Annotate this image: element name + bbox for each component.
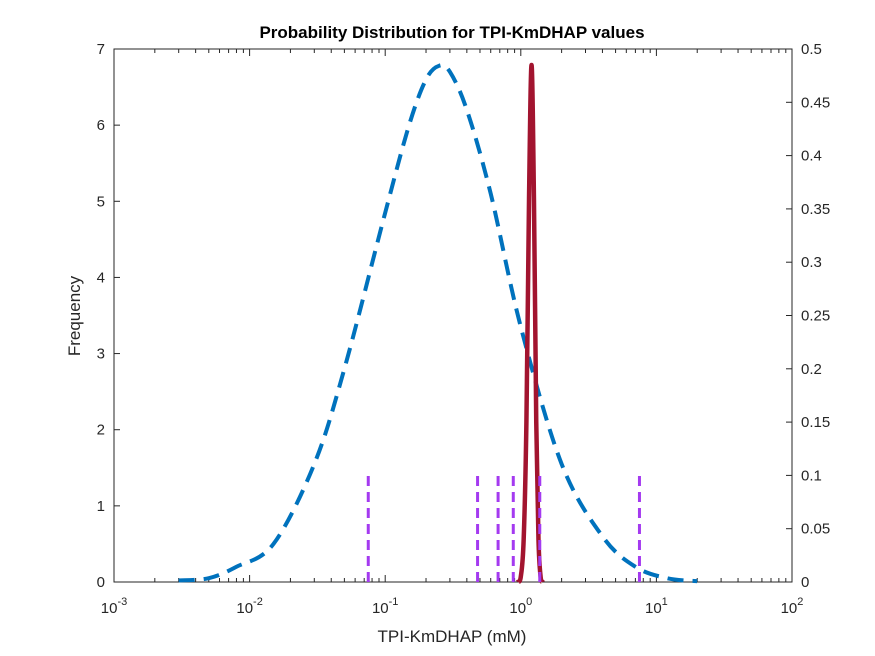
x-tick-exponent: -3	[117, 596, 127, 608]
x-tick-label: 10-3	[101, 596, 127, 617]
x-tick-exponent: -2	[253, 596, 263, 608]
right-y-tick-label: 0.5	[801, 41, 822, 58]
right-y-tick-label: 0.4	[801, 148, 822, 165]
frequency-distribution-curve	[178, 63, 698, 584]
right-y-tick-label: 0.15	[801, 414, 830, 431]
x-axis-label: TPI-KmDHAP (mM)	[378, 627, 527, 646]
x-tick-exponent: -1	[389, 596, 399, 608]
right-y-tick-label: 0.35	[801, 201, 830, 218]
x-tick-label: 102	[781, 596, 804, 617]
right-y-tick-label: 0.3	[801, 254, 822, 271]
right-y-tick-label: 0	[801, 574, 809, 591]
left-y-tick-label: 5	[97, 193, 105, 210]
left-y-tick-label: 4	[97, 269, 105, 286]
left-y-tick-label: 6	[97, 117, 105, 134]
x-tick-base: 10	[509, 600, 526, 617]
x-tick-exponent: 1	[662, 596, 668, 608]
plot-area	[113, 48, 793, 583]
left-y-tick-label: 2	[97, 422, 105, 439]
x-tick-exponent: 2	[797, 596, 803, 608]
x-tick-label: 10-2	[236, 596, 262, 617]
right-y-tick-label: 0.2	[801, 361, 822, 378]
x-tick-label: 101	[645, 596, 668, 617]
x-tick-exponent: 0	[526, 596, 532, 608]
left-y-tick-label: 0	[97, 574, 105, 591]
series-layer	[178, 62, 698, 585]
x-tick-label: 10-1	[372, 596, 398, 617]
right-y-tick-label: 0.45	[801, 94, 830, 111]
x-tick-base: 10	[645, 600, 662, 617]
y-axis-label: Frequency	[65, 275, 84, 356]
right-y-tick-label: 0.1	[801, 467, 822, 484]
chart-title: Probability Distribution for TPI-KmDHAP …	[259, 23, 644, 42]
x-tick-base: 10	[236, 600, 253, 617]
right-y-tick-label: 0.25	[801, 308, 830, 325]
x-axis: 10-3 10-2 10-1 100 101 102	[101, 49, 804, 617]
left-y-axis: 0 1 2 3 4 5 6 7	[97, 41, 120, 591]
x-tick-base: 10	[781, 600, 798, 617]
right-y-axis: 0 0.05 0.1 0.15 0.2 0.25 0.3 0.35 0.4 0.45 0.5	[786, 41, 830, 591]
probability-density-curve	[515, 62, 545, 585]
x-tick-label: 100	[509, 596, 532, 617]
left-y-tick-label: 7	[97, 41, 105, 58]
x-tick-base: 10	[101, 600, 118, 617]
left-y-tick-label: 3	[97, 346, 105, 363]
x-tick-base: 10	[372, 600, 389, 617]
right-y-tick-label: 0.05	[801, 521, 830, 538]
left-y-tick-label: 1	[97, 498, 105, 515]
